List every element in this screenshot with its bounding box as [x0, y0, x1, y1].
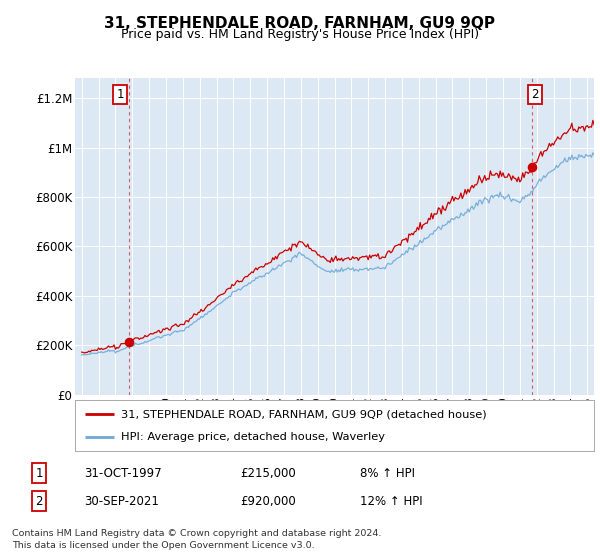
Text: 31, STEPHENDALE ROAD, FARNHAM, GU9 9QP (detached house): 31, STEPHENDALE ROAD, FARNHAM, GU9 9QP (…	[121, 409, 486, 419]
Text: £920,000: £920,000	[240, 494, 296, 508]
Text: 2: 2	[531, 88, 539, 101]
Text: 12% ↑ HPI: 12% ↑ HPI	[360, 494, 422, 508]
Text: 1: 1	[116, 88, 124, 101]
Text: 8% ↑ HPI: 8% ↑ HPI	[360, 466, 415, 480]
Point	[125, 337, 134, 346]
Point	[527, 163, 537, 172]
Text: 30-SEP-2021: 30-SEP-2021	[84, 494, 159, 508]
Text: 1: 1	[35, 466, 43, 480]
Text: 31-OCT-1997: 31-OCT-1997	[84, 466, 161, 480]
Text: Contains HM Land Registry data © Crown copyright and database right 2024.
This d: Contains HM Land Registry data © Crown c…	[12, 529, 382, 550]
Text: 31, STEPHENDALE ROAD, FARNHAM, GU9 9QP: 31, STEPHENDALE ROAD, FARNHAM, GU9 9QP	[104, 16, 496, 31]
Text: 2: 2	[35, 494, 43, 508]
Text: £215,000: £215,000	[240, 466, 296, 480]
Text: Price paid vs. HM Land Registry's House Price Index (HPI): Price paid vs. HM Land Registry's House …	[121, 28, 479, 41]
Text: HPI: Average price, detached house, Waverley: HPI: Average price, detached house, Wave…	[121, 432, 385, 442]
